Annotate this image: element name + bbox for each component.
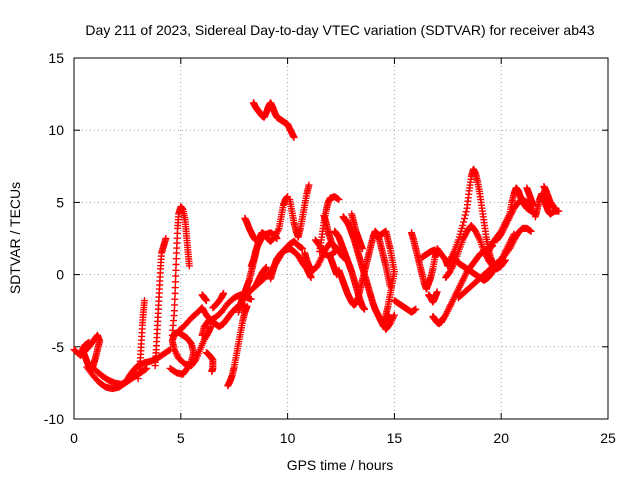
series-arc-5 (151, 235, 170, 370)
series-arc-27 (331, 227, 368, 313)
plot-frame (73, 57, 609, 420)
data-point (459, 222, 467, 230)
data-point (358, 245, 366, 253)
data-point (328, 242, 336, 250)
x-tick-label: 15 (387, 430, 403, 446)
series-arc-12 (198, 291, 210, 305)
data-point (332, 246, 340, 254)
data-point (360, 305, 368, 313)
series-arc-39 (437, 242, 497, 326)
chart-title: Day 211 of 2023, Sidereal Day-to-day VTE… (85, 22, 594, 38)
series-arc-33 (407, 229, 441, 293)
x-tick-label: 25 (600, 430, 616, 446)
x-tick-label: 5 (177, 430, 185, 446)
series-arc-1 (70, 331, 104, 374)
data-point (220, 289, 228, 297)
data-point (85, 338, 93, 346)
data-point (307, 273, 315, 281)
data-point (390, 311, 398, 319)
x-tick-label: 20 (493, 430, 509, 446)
series-arc-4 (134, 297, 148, 383)
data-point (165, 347, 173, 355)
series-arc-28 (335, 227, 394, 309)
data-point (299, 245, 307, 253)
y-tick-labels: -10 -5 0 5 10 15 (44, 50, 64, 427)
series-arc-8 (175, 301, 249, 335)
data-point (290, 133, 298, 141)
x-axis-label: GPS time / hours (287, 457, 394, 473)
data-point (185, 262, 193, 270)
data-point (262, 263, 270, 271)
series-arc-43 (493, 196, 535, 244)
series-arc-36 (425, 288, 441, 306)
x-tick-labels: 0 5 10 15 20 25 (70, 430, 616, 446)
x-tick-label: 0 (70, 430, 78, 446)
data-point (162, 235, 170, 242)
y-tick-label: -10 (44, 411, 64, 427)
data-point (208, 367, 216, 375)
y-tick-label: 0 (56, 267, 64, 283)
data-point (273, 235, 281, 242)
data-point (335, 196, 343, 204)
y-axis-label: SDTVAR / TECUs (7, 182, 23, 294)
data-point (247, 295, 255, 303)
series-arc-18 (252, 263, 270, 290)
series-arc-6 (168, 203, 193, 339)
series-arc-25 (320, 211, 336, 250)
data-point (140, 297, 148, 305)
series-arc-16 (241, 214, 260, 244)
series-arc-31 (373, 227, 398, 333)
data-markers (70, 99, 563, 393)
x-tick-label: 10 (280, 430, 296, 446)
data-point (462, 208, 470, 216)
series-arc-32 (390, 297, 420, 316)
series-arc-13 (224, 302, 251, 390)
series-arc-21 (286, 181, 313, 241)
data-point (433, 288, 441, 296)
y-tick-label: 10 (48, 122, 64, 138)
data-point (202, 297, 210, 305)
data-point (243, 302, 251, 310)
data-point (510, 230, 518, 238)
data-point (529, 201, 537, 209)
y-tick-label: 15 (48, 50, 64, 66)
series-arc-19 (249, 99, 298, 141)
series-arc-3 (91, 364, 151, 388)
y-tick-label: -5 (52, 339, 65, 355)
data-point (143, 364, 151, 372)
data-point (461, 211, 469, 219)
axis-ticks (73, 57, 609, 420)
series-arc-46 (523, 184, 537, 209)
data-point (555, 207, 563, 215)
series-arc-30 (348, 210, 366, 253)
series-arc-29 (339, 213, 394, 331)
series-arc-11 (209, 289, 228, 312)
series-arc-17 (247, 229, 281, 270)
y-tick-label: 5 (56, 194, 64, 210)
data-point (527, 227, 535, 235)
data-point (412, 305, 420, 313)
data-point (460, 215, 468, 223)
series-arc-45 (540, 183, 559, 212)
series-arc-10 (202, 349, 217, 375)
data-point (305, 181, 313, 189)
data-point (333, 245, 341, 253)
series-arc-41 (450, 230, 518, 284)
data-point (551, 204, 559, 212)
data-point (460, 218, 468, 226)
